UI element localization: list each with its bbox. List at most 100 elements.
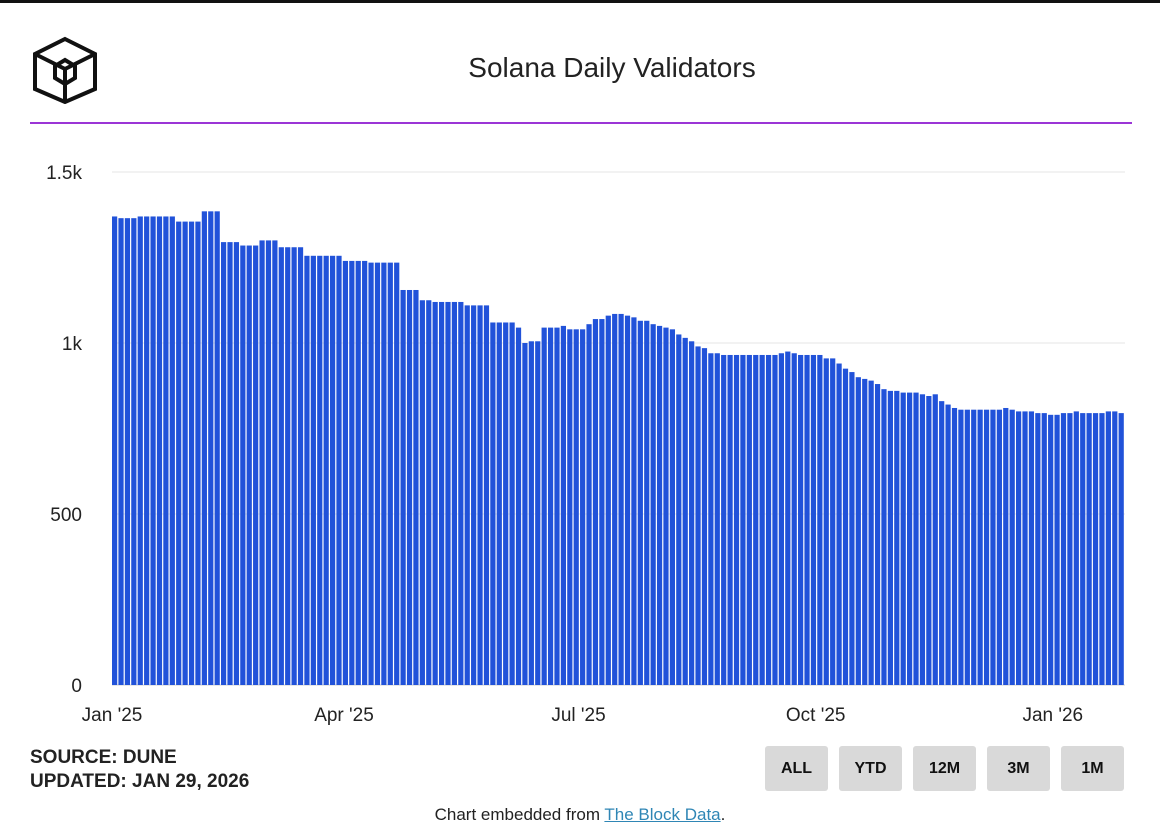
bar[interactable] bbox=[580, 329, 586, 685]
bar[interactable] bbox=[868, 380, 874, 685]
bar[interactable] bbox=[176, 221, 182, 685]
bar[interactable] bbox=[438, 301, 445, 685]
bar[interactable] bbox=[458, 301, 464, 685]
bar[interactable] bbox=[913, 392, 919, 685]
bar[interactable] bbox=[971, 409, 977, 685]
range-1m-button[interactable]: 1M bbox=[1061, 746, 1124, 791]
bar[interactable] bbox=[817, 354, 823, 685]
bar[interactable] bbox=[220, 242, 227, 686]
bar[interactable] bbox=[644, 320, 650, 685]
bar[interactable] bbox=[932, 394, 938, 685]
bar[interactable] bbox=[612, 313, 618, 685]
bar[interactable] bbox=[785, 351, 791, 685]
bar[interactable] bbox=[547, 327, 554, 685]
bar[interactable] bbox=[304, 255, 310, 685]
bar[interactable] bbox=[265, 240, 272, 685]
bar[interactable] bbox=[663, 327, 669, 685]
bar[interactable] bbox=[291, 247, 297, 685]
bar[interactable] bbox=[567, 329, 573, 685]
bar[interactable] bbox=[355, 260, 361, 685]
bar[interactable] bbox=[830, 358, 836, 685]
bar[interactable] bbox=[1028, 411, 1035, 685]
bar[interactable] bbox=[605, 315, 611, 685]
bar[interactable] bbox=[240, 245, 246, 685]
bar[interactable] bbox=[419, 300, 425, 685]
bar[interactable] bbox=[1022, 411, 1028, 685]
bar[interactable] bbox=[1009, 409, 1015, 685]
range-3m-button[interactable]: 3M bbox=[987, 746, 1050, 791]
bar[interactable] bbox=[323, 255, 329, 685]
bar[interactable] bbox=[374, 262, 381, 685]
bar[interactable] bbox=[406, 289, 413, 685]
bar[interactable] bbox=[637, 320, 643, 685]
bar[interactable] bbox=[483, 305, 490, 685]
bar[interactable] bbox=[1035, 413, 1041, 685]
bar[interactable] bbox=[855, 377, 861, 685]
bar[interactable] bbox=[387, 262, 393, 685]
bar[interactable] bbox=[624, 315, 631, 685]
bar[interactable] bbox=[349, 260, 355, 685]
bar[interactable] bbox=[708, 353, 714, 685]
bar[interactable] bbox=[477, 305, 483, 685]
bar[interactable] bbox=[464, 305, 470, 685]
bar[interactable] bbox=[656, 325, 663, 685]
bar[interactable] bbox=[214, 211, 220, 685]
bar[interactable] bbox=[278, 247, 284, 685]
bar[interactable] bbox=[554, 327, 560, 685]
bar[interactable] bbox=[753, 354, 759, 685]
bar[interactable] bbox=[297, 247, 304, 685]
bar[interactable] bbox=[778, 353, 784, 685]
bar[interactable] bbox=[881, 389, 887, 685]
bar[interactable] bbox=[541, 327, 547, 685]
bar[interactable] bbox=[560, 325, 567, 685]
bar[interactable] bbox=[1099, 413, 1105, 685]
bar[interactable] bbox=[509, 322, 515, 685]
bar[interactable] bbox=[201, 211, 207, 685]
bar[interactable] bbox=[894, 390, 900, 685]
bar[interactable] bbox=[676, 334, 682, 685]
range-ytd-button[interactable]: YTD bbox=[839, 746, 902, 791]
bar[interactable] bbox=[996, 409, 1002, 685]
bar[interactable] bbox=[336, 255, 342, 685]
bar[interactable] bbox=[849, 372, 855, 685]
bar[interactable] bbox=[836, 363, 842, 685]
bar[interactable] bbox=[964, 409, 970, 685]
bar[interactable] bbox=[451, 301, 458, 685]
bar[interactable] bbox=[259, 240, 265, 685]
bar[interactable] bbox=[227, 242, 233, 686]
bar[interactable] bbox=[669, 329, 675, 685]
bar[interactable] bbox=[1080, 413, 1086, 685]
bar[interactable] bbox=[471, 305, 477, 685]
bar[interactable] bbox=[733, 354, 740, 685]
bar[interactable] bbox=[951, 407, 958, 685]
bar[interactable] bbox=[1041, 413, 1047, 685]
bar[interactable] bbox=[721, 354, 727, 685]
bar[interactable] bbox=[253, 245, 259, 685]
bar[interactable] bbox=[791, 353, 797, 685]
bar[interactable] bbox=[727, 354, 733, 685]
bar[interactable] bbox=[862, 378, 868, 685]
bar[interactable] bbox=[1073, 411, 1079, 685]
bar[interactable] bbox=[772, 354, 778, 685]
bar[interactable] bbox=[445, 301, 451, 685]
bar[interactable] bbox=[1060, 413, 1067, 685]
bar[interactable] bbox=[701, 348, 708, 685]
bar[interactable] bbox=[1092, 413, 1099, 685]
bar[interactable] bbox=[432, 301, 438, 685]
bar[interactable] bbox=[272, 240, 278, 685]
bar[interactable] bbox=[381, 262, 387, 685]
bar[interactable] bbox=[150, 216, 156, 685]
bar[interactable] bbox=[740, 354, 746, 685]
bar[interactable] bbox=[682, 337, 688, 685]
bar[interactable] bbox=[695, 346, 701, 685]
bar[interactable] bbox=[746, 354, 752, 685]
bar[interactable] bbox=[1067, 413, 1073, 685]
range-12m-button[interactable]: 12M bbox=[913, 746, 976, 791]
bar[interactable] bbox=[317, 255, 323, 685]
bar[interactable] bbox=[887, 390, 893, 685]
block-data-link[interactable]: The Block Data bbox=[604, 805, 721, 824]
bar[interactable] bbox=[310, 255, 316, 685]
bar[interactable] bbox=[515, 327, 522, 685]
bar[interactable] bbox=[618, 313, 624, 685]
bar[interactable] bbox=[1086, 413, 1092, 685]
